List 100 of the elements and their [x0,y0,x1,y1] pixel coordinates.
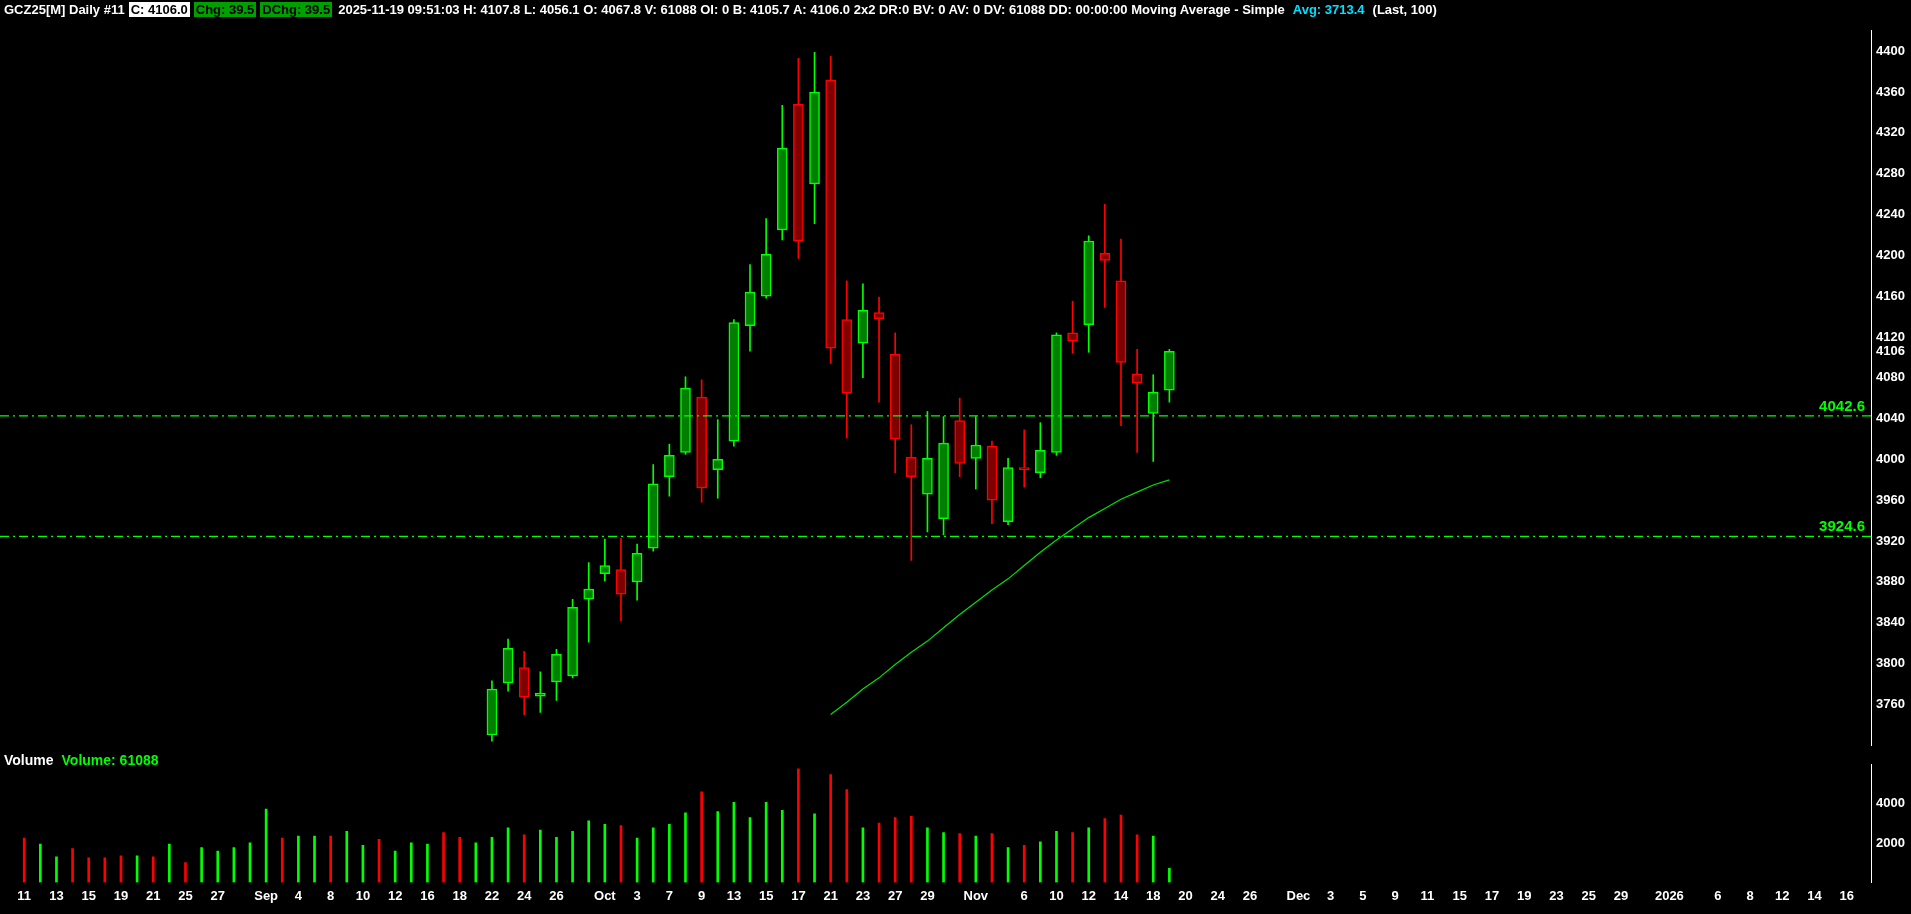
text: 2025-11-19 09:51:03 H: 4107.8 L: 4056.1 O: 4067.8 V: 61088 OI: 0 B: 4105.7 A: 4106.0 2x2 DR:0 BV: 0 AV: 0 DV: 61088 DD: 00:00:00 Moving Average - Simple [337,2,1286,17]
bar [1055,830,1058,883]
chart-title: GCZ25[M] Daily #11 [4,2,125,17]
chart-title: Volume [4,752,54,768]
text: DChg: 39.5 [260,2,333,17]
bar [297,835,300,883]
x-tick-label: 25 [1581,887,1596,903]
text: Chg: 39.5 [193,2,257,17]
x-tick-label: 24 [1210,887,1226,903]
x-tick-label: 24 [516,887,533,903]
bar [829,774,832,883]
y-tick-label: 3880 [1876,573,1905,589]
x-tick-label: 8 [327,887,335,903]
x-tick-label: 11 [1420,887,1435,903]
bar [1071,832,1074,883]
bar [458,836,462,883]
bar [716,811,720,883]
x-tick-label: 12 [1775,887,1790,903]
y-tick-label: 3840 [1876,614,1905,630]
candlestick [1131,348,1143,453]
bar [555,836,558,883]
x-tick-label: 16 [420,887,435,903]
y-tick-label: 4000 [1876,795,1905,811]
x-tick-label: 17 [791,887,806,903]
x-tick-label: Oct [594,887,617,903]
y-tick-label: 4080 [1876,369,1905,385]
bar [926,827,929,883]
x-tick-label: 27 [210,887,225,903]
bar [1022,844,1026,883]
x-tick-label: 3 [1327,887,1335,903]
bar [539,829,542,883]
x-tick-label: 6 [1020,887,1028,903]
bar [168,843,171,883]
x-tick-label: 16 [1839,887,1855,903]
candlestick [712,419,724,499]
x-tick-label: 18 [1146,887,1161,903]
x-tick-label: 22 [484,887,500,903]
x-tick-label: 26 [1242,887,1258,903]
chart-subtitle: Volume: 61088 [61,752,159,768]
candlestick [583,562,595,643]
bar [22,837,26,883]
bar [216,850,220,883]
x-tick-label: 29 [920,887,935,903]
bar [1168,868,1171,883]
x-tick-label: 14 [1113,887,1129,903]
x-tick-label: 14 [1807,887,1823,903]
y-tick-label: 4400 [1876,42,1905,58]
bar [442,832,445,883]
x-tick-label: 6 [1714,887,1722,903]
bar [797,768,800,883]
x-tick-label: 15 [758,887,774,903]
y-tick-label: 2000 [1876,834,1905,850]
y-tick-label: 4320 [1876,124,1905,140]
bar [909,815,913,883]
bar [426,843,429,883]
y-tick-label: 4240 [1876,206,1905,222]
text: C: 4106.0 [128,2,190,17]
bar [813,813,816,883]
ref-line-label: 4042.6 [1819,396,1865,414]
bar [1087,827,1091,883]
bar [474,842,478,883]
ref-line-label: 3924.6 [1819,517,1865,535]
y-tick-label: 3800 [1876,655,1905,671]
x-tick-label: 17 [1484,887,1500,903]
bar [184,862,187,883]
x-tick-label: 13 [49,887,64,903]
bar [958,833,962,883]
x-tick-label: Sep [254,887,279,903]
x-tick-label: 9 [698,887,706,903]
bar [151,856,155,883]
bar [1151,835,1155,883]
bar [345,830,349,883]
bar [280,837,284,883]
x-tick-label: 25 [178,887,193,903]
bar [780,810,784,883]
bar [571,830,574,883]
x-tick-label: 27 [887,887,903,903]
y-tick-label: 4000 [1876,451,1905,467]
x-tick-label: Dec [1286,887,1311,903]
x-tick-label: 5 [1359,887,1367,903]
y-tick-label: 3760 [1876,695,1905,711]
bar [942,832,945,883]
bar [55,856,58,883]
y-tick-label: 4360 [1876,83,1905,99]
bar [700,791,703,883]
bar [522,834,526,883]
y-tick-label: 4160 [1876,287,1905,303]
bar [71,848,74,883]
x-tick-label: 21 [145,887,161,903]
x-tick-label: 19 [1516,887,1532,903]
bar [893,817,897,883]
x-tick-label: 26 [549,887,564,903]
x-tick-label: 11 [17,887,32,903]
x-tick-label: 15 [1452,887,1467,903]
bar [409,842,413,883]
x-tick-label: 23 [855,887,871,903]
x-tick-label: 21 [823,887,838,903]
text: Avg: 3713.4 [1291,2,1366,17]
candlestick [1099,203,1111,308]
y-tick-label: 3920 [1876,532,1905,548]
